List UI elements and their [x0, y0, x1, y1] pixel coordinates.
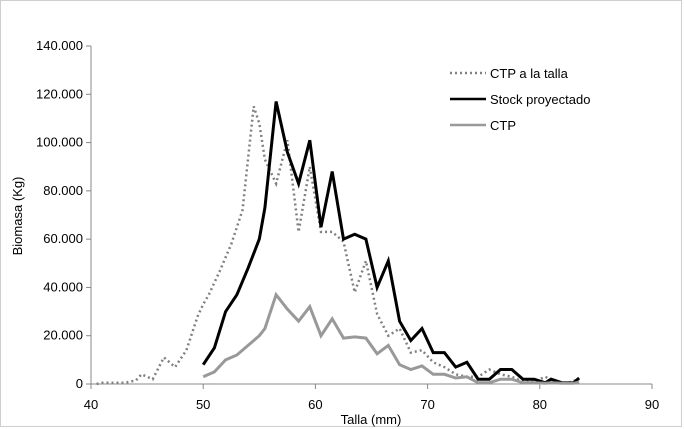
- legend: CTP a la talla Stock proyectado CTP: [450, 66, 590, 133]
- x-axis-title: Talla (mm): [341, 412, 402, 427]
- y-tick-label: 40.000: [43, 279, 83, 294]
- x-tick-label: 90: [645, 397, 659, 412]
- legend-label-stock-proyectado: Stock proyectado: [490, 92, 590, 107]
- y-tick-label: 140.000: [36, 38, 83, 53]
- y-axis-title: Biomasa (Kg): [10, 177, 25, 256]
- series-line-ctp-a-la-talla: [96, 106, 580, 386]
- x-tick-label: 70: [420, 397, 434, 412]
- y-tick-label: 100.000: [36, 135, 83, 150]
- x-tick-label: 80: [533, 397, 547, 412]
- x-tick-label: 40: [84, 397, 98, 412]
- series-lines: [96, 101, 581, 386]
- y-tick-label: 0: [76, 376, 83, 391]
- y-axis: 0 20.000 40.000 60.000 80.000 100.000 120.000 1…: [36, 38, 92, 391]
- x-axis: 40 50 60 70 80 90: [84, 383, 659, 412]
- x-tick-label: 60: [308, 397, 322, 412]
- x-tick-label: 50: [196, 397, 210, 412]
- y-tick-label: 60.000: [43, 231, 83, 246]
- series-line-ctp: [202, 291, 580, 385]
- y-tick-label: 20.000: [43, 328, 83, 343]
- legend-label-ctp: CTP: [490, 118, 516, 133]
- series-line-stock-proyectado: [201, 101, 581, 385]
- legend-label-ctp-a-la-talla: CTP a la talla: [490, 66, 569, 81]
- y-tick-label: 80.000: [43, 183, 83, 198]
- y-tick-label: 120.000: [36, 86, 83, 101]
